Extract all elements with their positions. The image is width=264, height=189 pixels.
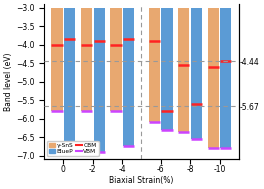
Bar [220,8,232,148]
X-axis label: Biaxial Strain(%): Biaxial Strain(%) [109,176,174,185]
Y-axis label: Band level (eV): Band level (eV) [4,53,13,111]
Bar [208,8,219,148]
Legend: γ-SnS, BlueP, CBM, VBM: γ-SnS, BlueP, CBM, VBM [47,140,99,156]
Bar [81,8,92,111]
Bar [64,8,75,146]
Bar [161,8,173,130]
Bar [93,8,105,152]
Bar [149,8,160,122]
Bar [110,8,121,111]
Bar [191,8,202,139]
Bar [123,8,134,146]
Bar [178,8,189,132]
Bar [51,8,63,111]
